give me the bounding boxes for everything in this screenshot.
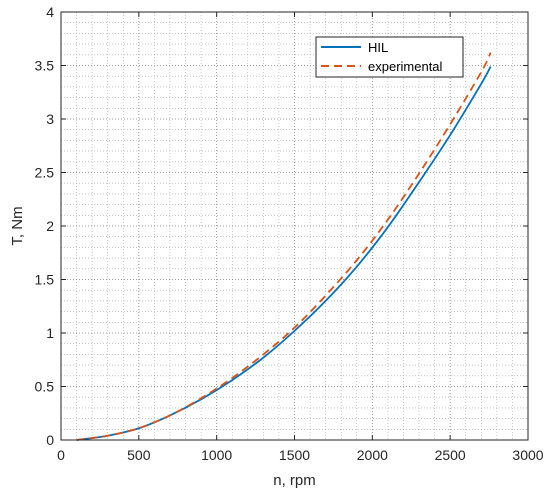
y-axis-title: T, Nm [9,206,26,245]
y-tick-label: 0.5 [35,379,55,395]
axis-ticks [60,11,529,441]
x-tick-label: 3000 [512,447,543,463]
legend-label-hil: HIL [368,40,388,55]
series-line-experimental [76,52,492,441]
y-tick-label: 2.5 [35,165,55,181]
y-tick-label: 3 [46,111,54,127]
x-tick-label: 1500 [279,447,310,463]
series-group [76,52,492,441]
y-tick-label: 4 [46,4,54,20]
legend: HIL experimental [315,36,464,78]
x-tick-label: 2500 [435,447,466,463]
series-line-hil [76,66,492,441]
legend-box [315,36,464,78]
y-tick-label: 3.5 [35,58,55,74]
tick-labels: 0 500 1000 1500 2000 2500 3000 0 0.5 1 1.5 2 2.5 3 3.5… [35,4,544,463]
y-tick-label: 2 [46,218,54,234]
x-tick-label: 2000 [357,447,388,463]
y-tick-label: 1 [46,325,54,341]
plot-area [61,12,528,440]
x-tick-label: 500 [127,447,151,463]
x-tick-label: 0 [57,447,65,463]
x-axis-title: n, rpm [273,472,316,489]
y-tick-label: 1.5 [35,272,55,288]
x-tick-label: 1000 [201,447,232,463]
y-tick-label: 0 [46,432,54,448]
legend-label-experimental: experimental [368,59,443,74]
